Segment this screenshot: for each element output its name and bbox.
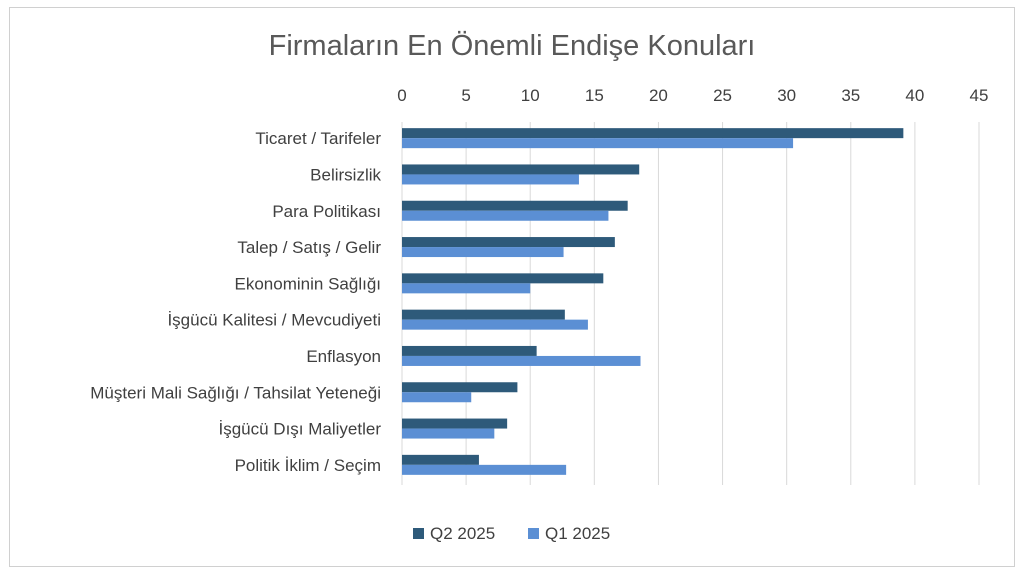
bar-q1 [402,174,579,185]
legend: Q2 2025 Q1 2025 [413,524,610,543]
x-tick-label: 20 [649,86,668,105]
x-tick-label: 0 [397,86,406,105]
bars [402,128,904,475]
bar-q2 [402,454,479,465]
y-category-label: Ticaret / Tarifeler [255,129,381,148]
x-tick-label: 35 [841,86,860,105]
y-category-label: Talep / Satış / Gelir [237,238,381,257]
y-category-label: Enflasyon [306,347,381,366]
bar-q1 [402,355,641,366]
bar-q2 [402,200,628,211]
bar-q1 [402,428,495,439]
x-tick-label: 15 [585,86,604,105]
chart-title: Firmaların En Önemli Endişe Konuları [269,30,756,62]
bar-q1 [402,283,531,294]
y-category-label: İşgücü Dışı Maliyetler [219,420,382,439]
y-category-label: İşgücü Kalitesi / Mevcudiyeti [167,311,381,330]
bar-q1 [402,138,794,149]
bar-q2 [402,418,508,429]
bar-q1 [402,210,609,221]
bar-q2 [402,309,565,320]
x-tick-label: 45 [970,86,989,105]
bar-q2 [402,128,904,139]
x-tick-label: 30 [777,86,796,105]
bar-q2 [402,345,537,356]
legend-swatch [528,528,539,539]
bar-q1 [402,464,567,475]
legend-swatch [413,528,424,539]
legend-label: Q1 2025 [545,524,610,543]
legend-label: Q2 2025 [430,524,495,543]
x-tick-label: 10 [521,86,540,105]
bar-q1 [402,247,564,258]
bar-q2 [402,273,604,284]
x-tick-label: 40 [905,86,924,105]
bar-q2 [402,382,518,393]
bar-q1 [402,319,588,330]
y-axis: Ticaret / Tarifeler Belirsizlik Para Polit… [90,129,381,475]
x-tick-label: 5 [461,86,470,105]
x-tick-label: 25 [713,86,732,105]
x-axis: 0 5 10 15 20 25 30 35 40 45 [397,86,988,105]
y-category-label: Müşteri Mali Sağlığı / Tahsilat Yeteneği [90,383,381,402]
y-category-label: Belirsizlik [310,165,381,184]
y-category-label: Para Politikası [272,202,381,221]
y-category-label: Politik İklim / Seçim [235,456,381,475]
bar-q1 [402,392,472,403]
y-category-label: Ekonominin Sağlığı [235,274,381,293]
bar-q2 [402,164,640,175]
bar-q2 [402,237,615,248]
